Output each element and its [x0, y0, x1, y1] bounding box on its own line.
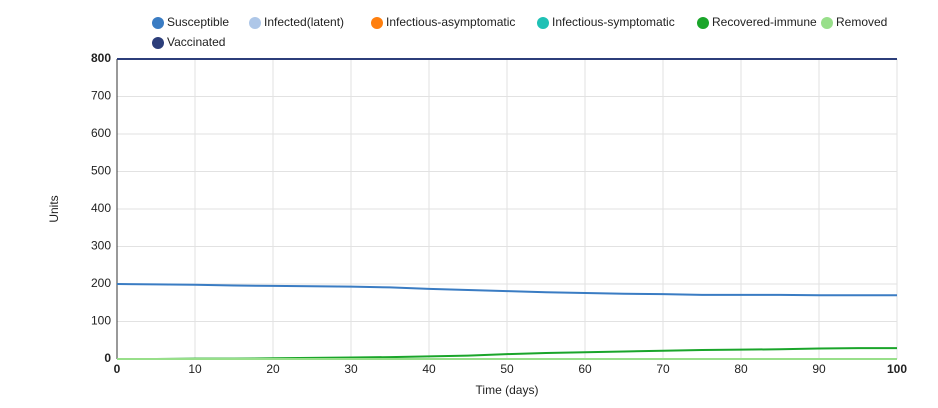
y-tick-label: 800 [91, 51, 111, 65]
legend-label[interactable]: Vaccinated [167, 35, 225, 49]
x-tick-label: 100 [887, 362, 907, 376]
legend-marker[interactable] [821, 17, 833, 29]
legend-marker[interactable] [152, 17, 164, 29]
legend-label[interactable]: Infectious-symptomatic [552, 15, 675, 29]
x-tick-label: 40 [422, 362, 436, 376]
x-tick-label: 0 [114, 362, 121, 376]
x-tick-label: 80 [734, 362, 748, 376]
legend-label[interactable]: Removed [836, 15, 887, 29]
y-tick-label: 600 [91, 126, 111, 140]
legend-marker[interactable] [249, 17, 261, 29]
x-tick-label: 70 [656, 362, 670, 376]
x-tick-label: 50 [500, 362, 514, 376]
legend-marker[interactable] [152, 37, 164, 49]
x-tick-label: 10 [188, 362, 202, 376]
y-tick-label: 200 [91, 276, 111, 290]
legend-label[interactable]: Infected(latent) [264, 15, 344, 29]
x-tick-label: 20 [266, 362, 280, 376]
x-axis-label: Time (days) [476, 383, 539, 397]
y-tick-label: 0 [104, 351, 111, 365]
legend-label[interactable]: Recovered-immune [712, 15, 817, 29]
legend-label[interactable]: Susceptible [167, 15, 229, 29]
x-tick-label: 30 [344, 362, 358, 376]
y-tick-label: 300 [91, 239, 111, 253]
series-line [116, 283, 897, 297]
legend-label[interactable]: Infectious-asymptomatic [386, 15, 515, 29]
y-tick-label: 100 [91, 314, 111, 328]
legend-marker[interactable] [371, 17, 383, 29]
legend-marker[interactable] [537, 17, 549, 29]
y-axis-label: Units [47, 195, 61, 222]
y-tick-label: 500 [91, 164, 111, 178]
y-tick-label: 700 [91, 89, 111, 103]
legend-marker[interactable] [697, 17, 709, 29]
x-tick-label: 60 [578, 362, 592, 376]
y-tick-label: 400 [91, 201, 111, 215]
x-tick-label: 90 [812, 362, 826, 376]
